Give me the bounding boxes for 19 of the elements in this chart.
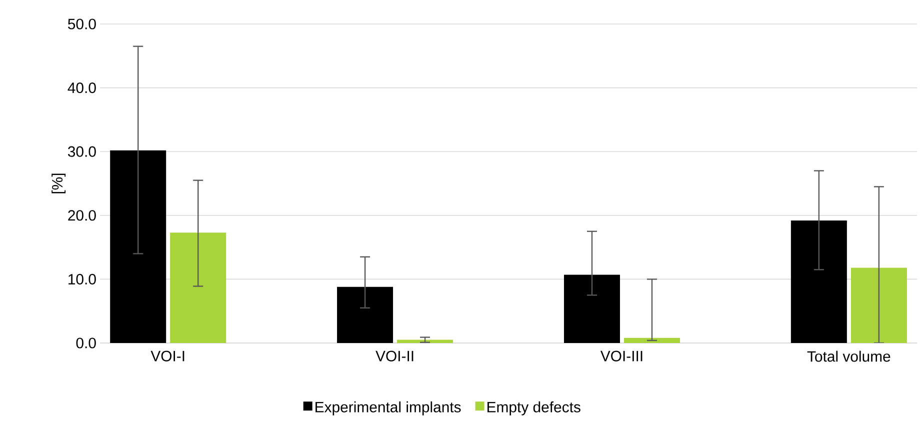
x-tick-label: VOI-III xyxy=(600,350,642,362)
x-tick-label: VOI-I xyxy=(150,350,184,362)
bar xyxy=(337,286,394,343)
y-tick-label: 30.0 xyxy=(68,146,96,157)
y-tick-label: 0.0 xyxy=(76,338,96,348)
legend-label: Experimental implants xyxy=(316,401,461,416)
y-tick-label: 10.0 xyxy=(68,274,96,284)
legend-label: Empty defects xyxy=(487,401,580,416)
x-tick-label: VOI-II xyxy=(376,350,414,362)
bar xyxy=(790,220,847,343)
bar xyxy=(564,274,620,343)
bar xyxy=(624,338,680,343)
bar xyxy=(397,340,454,343)
y-tick-label: 20.0 xyxy=(68,210,96,221)
bar xyxy=(170,232,226,343)
y-axis-title: [%] xyxy=(52,174,66,194)
y-tick-label: 40.0 xyxy=(68,82,96,94)
y-tick-label: 50.0 xyxy=(68,18,96,30)
x-tick-label: Total volume xyxy=(807,350,890,362)
